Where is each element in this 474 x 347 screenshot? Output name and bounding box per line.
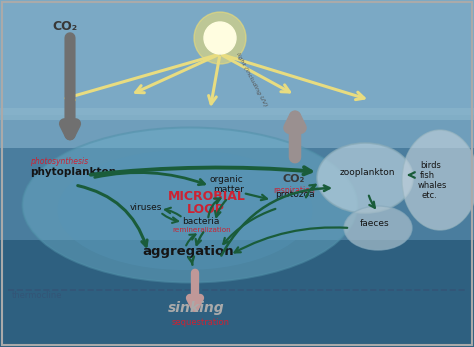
Text: aggregation: aggregation (142, 245, 234, 258)
Text: fish: fish (420, 171, 435, 180)
Ellipse shape (22, 127, 357, 282)
Text: remineralization: remineralization (172, 227, 231, 233)
Text: matter: matter (213, 185, 244, 194)
Circle shape (194, 12, 246, 64)
Bar (0, 108, 474, 120)
Text: phytoplankton: phytoplankton (30, 167, 116, 177)
Bar (0, 148, 474, 347)
Text: faeces: faeces (360, 219, 390, 228)
Text: sequestration: sequestration (172, 318, 230, 327)
Text: birds: birds (420, 161, 441, 170)
Ellipse shape (317, 143, 413, 213)
Text: LOOP: LOOP (187, 203, 225, 216)
Text: thermocline: thermocline (12, 291, 63, 300)
Text: organic: organic (210, 175, 244, 184)
Text: zooplankton: zooplankton (340, 168, 395, 177)
Text: photosynthesis: photosynthesis (30, 157, 88, 166)
Bar (0, 240, 474, 347)
Ellipse shape (344, 206, 412, 250)
Text: CO₂: CO₂ (52, 20, 77, 33)
Text: MICROBIAL: MICROBIAL (168, 190, 246, 203)
Text: bacteria: bacteria (182, 217, 219, 226)
Ellipse shape (402, 130, 474, 230)
Text: CO₂: CO₂ (283, 174, 305, 184)
Ellipse shape (57, 150, 312, 270)
Text: respiration: respiration (273, 186, 315, 195)
Text: light (including UV): light (including UV) (235, 52, 268, 108)
Text: etc.: etc. (422, 191, 438, 200)
Bar (0, 115, 474, 150)
Text: protozoa: protozoa (275, 190, 315, 199)
Text: whales: whales (418, 181, 447, 190)
Text: viruses: viruses (130, 203, 163, 212)
Circle shape (204, 22, 236, 54)
Text: sinking: sinking (168, 301, 225, 315)
